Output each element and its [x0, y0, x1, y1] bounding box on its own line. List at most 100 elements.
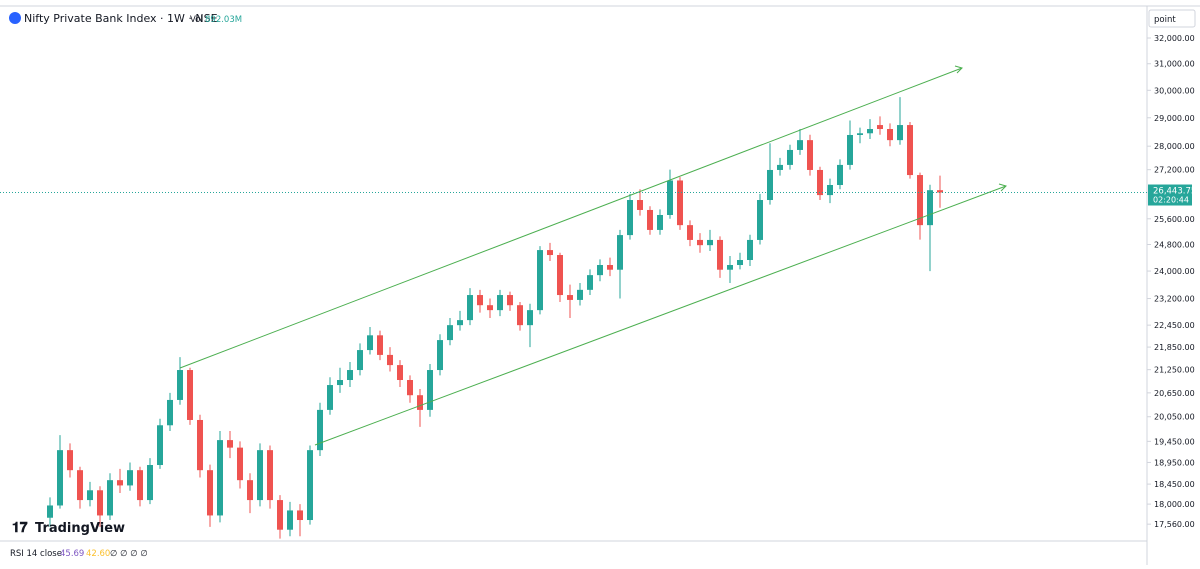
- candle-body: [77, 470, 83, 501]
- candle-body: [87, 490, 93, 501]
- indicator-value: 45.69: [60, 549, 84, 559]
- candle-body: [407, 380, 413, 396]
- candle-body: [927, 190, 933, 226]
- candle-body: [787, 149, 793, 165]
- y-tick-label: 29,000.00: [1154, 114, 1195, 123]
- candle-body: [607, 265, 613, 270]
- unit-button[interactable]: [1148, 9, 1196, 28]
- candle-body: [747, 239, 753, 261]
- candle-body: [127, 470, 133, 486]
- y-tick-label: 18,950.00: [1154, 458, 1195, 467]
- arrow-head: [998, 183, 1007, 192]
- candle-body: [437, 340, 443, 371]
- candle-body: [217, 440, 223, 516]
- candle-body: [357, 350, 363, 371]
- candle-body: [587, 275, 593, 290]
- candle-body: [757, 200, 763, 240]
- candle-body: [247, 480, 253, 501]
- candle-body: [517, 305, 523, 326]
- candle-body: [297, 510, 303, 521]
- candle-body: [387, 354, 393, 366]
- candle-body: [167, 399, 173, 426]
- candle-body: [467, 295, 473, 321]
- y-tick-label: 17,560.00: [1154, 520, 1195, 529]
- symbol-icon[interactable]: [9, 12, 21, 24]
- candle-body: [577, 289, 583, 300]
- candle-body: [107, 480, 113, 516]
- candle-body: [347, 370, 353, 381]
- candle-body: [117, 480, 123, 486]
- y-tick-label: 21,850.00: [1154, 343, 1195, 352]
- candle-body: [257, 450, 263, 501]
- candle-body: [697, 239, 703, 246]
- y-tick-label: 24,000.00: [1154, 267, 1195, 276]
- symbol-title[interactable]: Nifty Private Bank Index · 1W · NSE: [24, 12, 218, 25]
- candle-body: [477, 295, 483, 306]
- candle-body: [97, 490, 103, 516]
- y-tick-label: 27,200.00: [1154, 166, 1195, 175]
- candle-body: [457, 320, 463, 326]
- y-tick-label: 19,450.00: [1154, 437, 1195, 446]
- y-tick-label: 20,050.00: [1154, 413, 1195, 422]
- candle-body: [487, 305, 493, 311]
- candle-body: [937, 190, 943, 193]
- unit-label[interactable]: point: [1154, 15, 1176, 25]
- y-tick-label: 20,650.00: [1154, 389, 1195, 398]
- candle-body: [807, 140, 813, 170]
- candle-body: [617, 235, 623, 270]
- candle-body: [647, 209, 653, 230]
- candle-body: [677, 180, 683, 226]
- candle-body: [627, 200, 633, 236]
- candle-body: [427, 370, 433, 410]
- channel-upper: [179, 67, 963, 369]
- y-tick-label: 28,000.00: [1154, 142, 1195, 151]
- candle-body: [337, 380, 343, 386]
- candle-body: [187, 370, 193, 420]
- candle-body: [207, 470, 213, 516]
- candle-body: [567, 295, 573, 300]
- candle-body: [327, 385, 333, 410]
- candle-body: [367, 335, 373, 351]
- candle-body: [847, 134, 853, 165]
- candle-body: [817, 169, 823, 196]
- candle-body: [637, 200, 643, 210]
- candle-body: [547, 250, 553, 256]
- countdown: 02:20:44: [1153, 196, 1189, 205]
- candle-body: [497, 295, 503, 311]
- y-tick-label: 25,600.00: [1154, 215, 1195, 224]
- candle-body: [857, 133, 863, 135]
- candle-body: [507, 295, 513, 306]
- candle-body: [737, 260, 743, 266]
- candle-body: [897, 125, 903, 141]
- channel-lower: [314, 185, 1007, 446]
- y-tick-label: 22,450.00: [1154, 321, 1195, 330]
- candle-body: [307, 450, 313, 521]
- candle-body: [887, 129, 893, 141]
- candle-body: [557, 255, 563, 296]
- candle-body: [277, 500, 283, 530]
- candle-body: [907, 125, 913, 176]
- volume-value: 892.03M: [205, 15, 242, 25]
- candle-body: [157, 425, 163, 466]
- y-tick-label: 31,000.00: [1154, 60, 1195, 69]
- candle-body: [597, 265, 603, 276]
- candle-body: [797, 140, 803, 150]
- candle-body: [867, 129, 873, 134]
- candle-body: [527, 310, 533, 326]
- candle-body: [727, 265, 733, 270]
- candle-body: [827, 185, 833, 196]
- candle-body: [237, 447, 243, 481]
- candle-body: [777, 164, 783, 170]
- candle-body: [687, 225, 693, 240]
- candle-body: [227, 440, 233, 448]
- candle-body: [317, 409, 323, 451]
- candle-body: [177, 370, 183, 400]
- indicator-name[interactable]: RSI 14 close: [10, 549, 62, 559]
- candle-body: [287, 510, 293, 530]
- logo-mark: 𝟏𝟕: [12, 520, 28, 536]
- y-tick-label: 32,000.00: [1154, 34, 1195, 43]
- candle-body: [397, 365, 403, 381]
- arrow-head: [954, 65, 963, 74]
